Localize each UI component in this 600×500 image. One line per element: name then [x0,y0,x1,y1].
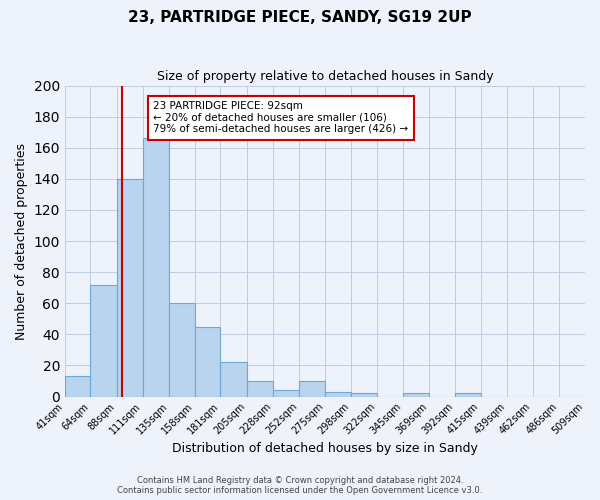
Bar [117,179,143,396]
Bar [91,284,117,397]
Bar [403,394,430,396]
Bar [455,394,481,396]
Bar [299,381,325,396]
X-axis label: Distribution of detached houses by size in Sandy: Distribution of detached houses by size … [172,442,478,455]
Bar [195,326,220,396]
Text: Contains HM Land Registry data © Crown copyright and database right 2024.
Contai: Contains HM Land Registry data © Crown c… [118,476,482,495]
Text: 23, PARTRIDGE PIECE, SANDY, SG19 2UP: 23, PARTRIDGE PIECE, SANDY, SG19 2UP [128,10,472,25]
Bar [169,304,195,396]
Bar [65,376,91,396]
Bar [143,138,169,396]
Text: 23 PARTRIDGE PIECE: 92sqm
← 20% of detached houses are smaller (106)
79% of semi: 23 PARTRIDGE PIECE: 92sqm ← 20% of detac… [154,101,409,134]
Bar [350,394,377,396]
Bar [247,381,273,396]
Y-axis label: Number of detached properties: Number of detached properties [15,142,28,340]
Title: Size of property relative to detached houses in Sandy: Size of property relative to detached ho… [157,70,493,83]
Bar [220,362,247,396]
Bar [273,390,299,396]
Bar [325,392,350,396]
